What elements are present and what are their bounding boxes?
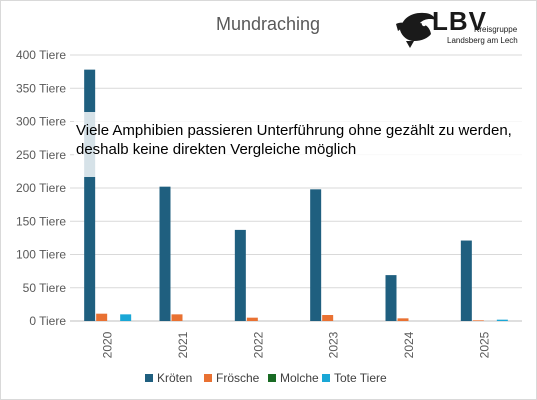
annotation-line-2: deshalb keine direkten Vergleiche möglic… (76, 141, 356, 158)
legend-label: Molche (280, 371, 319, 385)
x-tick-label: 2024 (402, 331, 416, 358)
logo-sub-line2: Landsberg am Lech (447, 36, 518, 45)
bar (460, 240, 472, 321)
legend-label: Frösche (216, 371, 260, 385)
x-tick-label: 2023 (327, 331, 341, 358)
bar (472, 320, 484, 321)
x-axis-ticks: 2020 2021 2022 2023 2024 2025 (101, 331, 492, 358)
y-tick-label: 50 Tiere (23, 281, 67, 295)
x-tick-label: 2020 (101, 331, 115, 358)
bar (246, 317, 258, 321)
chart-title: Mundraching (216, 14, 320, 34)
bar (385, 275, 397, 321)
logo-name: LBV (432, 6, 487, 36)
legend: Kröten Frösche Molche Tote Tiere (145, 371, 387, 385)
bar (322, 315, 334, 321)
bar (171, 314, 183, 321)
y-tick-label: 350 Tiere (16, 81, 66, 95)
y-tick-label: 200 Tiere (16, 181, 66, 195)
legend-swatch (268, 374, 276, 382)
gridlines (70, 54, 522, 322)
x-tick-label: 2025 (477, 331, 491, 358)
bar (84, 69, 96, 321)
annotation-line-1: Viele Amphibien passieren Unterführung o… (76, 122, 512, 139)
logo-sub-line1: Kreisgruppe (474, 25, 518, 34)
bar (496, 319, 508, 321)
annotation-background (74, 112, 522, 177)
y-tick-label: 300 Tiere (16, 115, 66, 129)
bar (397, 318, 409, 321)
x-tick-label: 2021 (176, 331, 190, 358)
legend-swatch (145, 374, 153, 382)
bars (84, 69, 508, 321)
y-tick-label: 250 Tiere (16, 148, 66, 162)
legend-label: Kröten (157, 371, 192, 385)
owl-icon (396, 12, 436, 48)
bar (234, 229, 246, 321)
bar (310, 189, 322, 321)
y-axis-ticks: 0 Tiere 50 Tiere 100 Tiere 150 Tiere 200 Tie… (16, 48, 66, 328)
lbv-logo: LBV Kreisgruppe Landsberg am Lech (396, 6, 518, 48)
legend-swatch (322, 374, 330, 382)
y-tick-label: 150 Tiere (16, 214, 66, 228)
y-tick-label: 100 Tiere (16, 248, 66, 262)
y-tick-label: 400 Tiere (16, 48, 66, 62)
legend-label: Tote Tiere (334, 371, 387, 385)
bar (159, 186, 171, 321)
y-tick-label: 0 Tiere (29, 314, 66, 328)
bar (120, 314, 132, 321)
legend-swatch (204, 374, 212, 382)
x-tick-label: 2022 (251, 331, 265, 358)
bar (96, 313, 108, 321)
